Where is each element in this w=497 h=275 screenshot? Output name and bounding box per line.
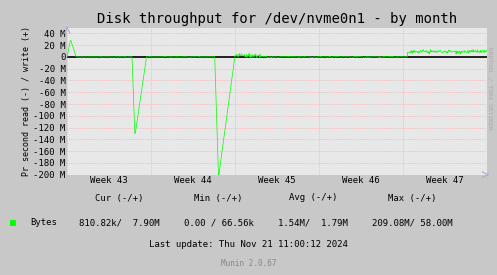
Text: Avg (-/+): Avg (-/+) [289,194,337,202]
Text: Max (-/+): Max (-/+) [388,194,437,202]
Title: Disk throughput for /dev/nvme0n1 - by month: Disk throughput for /dev/nvme0n1 - by mo… [97,12,457,26]
Text: Last update: Thu Nov 21 11:00:12 2024: Last update: Thu Nov 21 11:00:12 2024 [149,240,348,249]
Text: 810.82k/  7.90M: 810.82k/ 7.90M [79,218,160,227]
Text: RRDTOOL / TOBI OETIKER: RRDTOOL / TOBI OETIKER [487,47,492,129]
Text: Min (-/+): Min (-/+) [194,194,243,202]
Text: Munin 2.0.67: Munin 2.0.67 [221,260,276,268]
Y-axis label: Pr second read (-) / write (+): Pr second read (-) / write (+) [22,26,31,176]
Text: ■: ■ [10,218,16,228]
Text: 209.08M/ 58.00M: 209.08M/ 58.00M [372,218,453,227]
Text: Bytes: Bytes [30,218,57,227]
Text: Cur (-/+): Cur (-/+) [95,194,144,202]
Text: 0.00 / 66.56k: 0.00 / 66.56k [184,218,253,227]
Text: 1.54M/  1.79M: 1.54M/ 1.79M [278,218,348,227]
